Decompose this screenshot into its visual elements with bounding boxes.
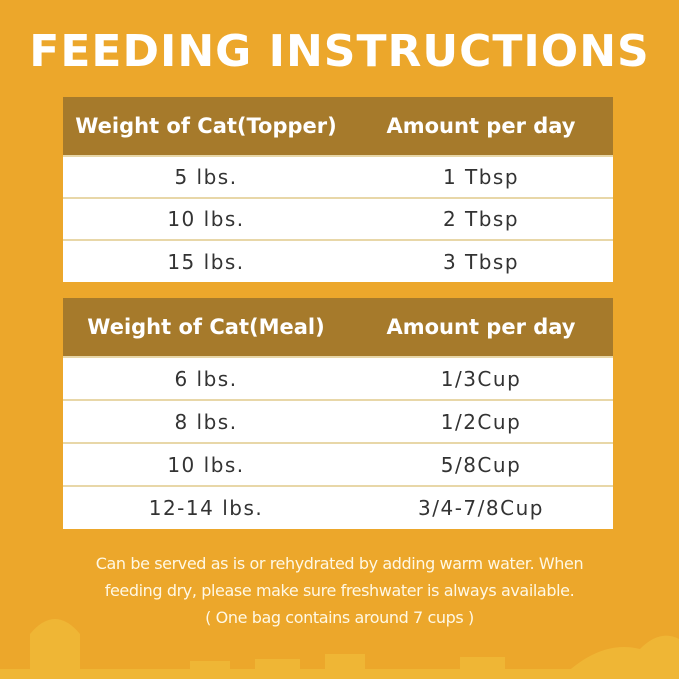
note-line: Can be served as is or rehydrated by add… bbox=[95, 554, 584, 573]
header-amount: Amount per day bbox=[349, 97, 613, 156]
amount-cell: 3/4-7/8Cup bbox=[349, 485, 613, 529]
amount-cell: 5/8Cup bbox=[349, 442, 613, 486]
page-title: FEEDING INSTRUCTIONS bbox=[29, 26, 650, 77]
weight-cell: 10 lbs. bbox=[63, 442, 349, 486]
serving-note: Can be served as is or rehydrated by add… bbox=[0, 550, 679, 631]
table-row: 8 lbs. 1/2Cup bbox=[63, 399, 613, 443]
amount-cell: 1/2Cup bbox=[349, 399, 613, 443]
weight-cell: 5 lbs. bbox=[63, 155, 349, 198]
farm-silhouette-icon bbox=[0, 619, 679, 679]
header-weight: Weight of Cat(Topper) bbox=[63, 97, 349, 156]
table-header: Weight of Cat(Meal) Amount per day bbox=[63, 298, 613, 357]
note-line: ( One bag contains around 7 cups ) bbox=[205, 608, 474, 627]
weight-cell: 6 lbs. bbox=[63, 356, 349, 400]
table-header: Weight of Cat(Topper) Amount per day bbox=[63, 97, 613, 156]
table-row: 6 lbs. 1/3Cup bbox=[63, 356, 613, 400]
table-row: 5 lbs. 1 Tbsp bbox=[63, 155, 613, 198]
weight-cell: 15 lbs. bbox=[63, 239, 349, 282]
meal-table: Weight of Cat(Meal) Amount per day 6 lbs.… bbox=[63, 298, 613, 529]
weight-cell: 8 lbs. bbox=[63, 399, 349, 443]
table-row: 12-14 lbs. 3/4-7/8Cup bbox=[63, 485, 613, 529]
amount-cell: 2 Tbsp bbox=[349, 197, 613, 240]
header-weight: Weight of Cat(Meal) bbox=[63, 298, 349, 357]
amount-cell: 3 Tbsp bbox=[349, 239, 613, 282]
weight-cell: 12-14 lbs. bbox=[63, 485, 349, 529]
table-row: 10 lbs. 2 Tbsp bbox=[63, 197, 613, 240]
amount-cell: 1 Tbsp bbox=[349, 155, 613, 198]
header-amount: Amount per day bbox=[349, 298, 613, 357]
weight-cell: 10 lbs. bbox=[63, 197, 349, 240]
amount-cell: 1/3Cup bbox=[349, 356, 613, 400]
table-row: 15 lbs. 3 Tbsp bbox=[63, 239, 613, 282]
topper-table: Weight of Cat(Topper) Amount per day 5 lb… bbox=[63, 97, 613, 282]
note-line: feeding dry, please make sure freshwater… bbox=[104, 581, 575, 600]
table-row: 10 lbs. 5/8Cup bbox=[63, 442, 613, 486]
